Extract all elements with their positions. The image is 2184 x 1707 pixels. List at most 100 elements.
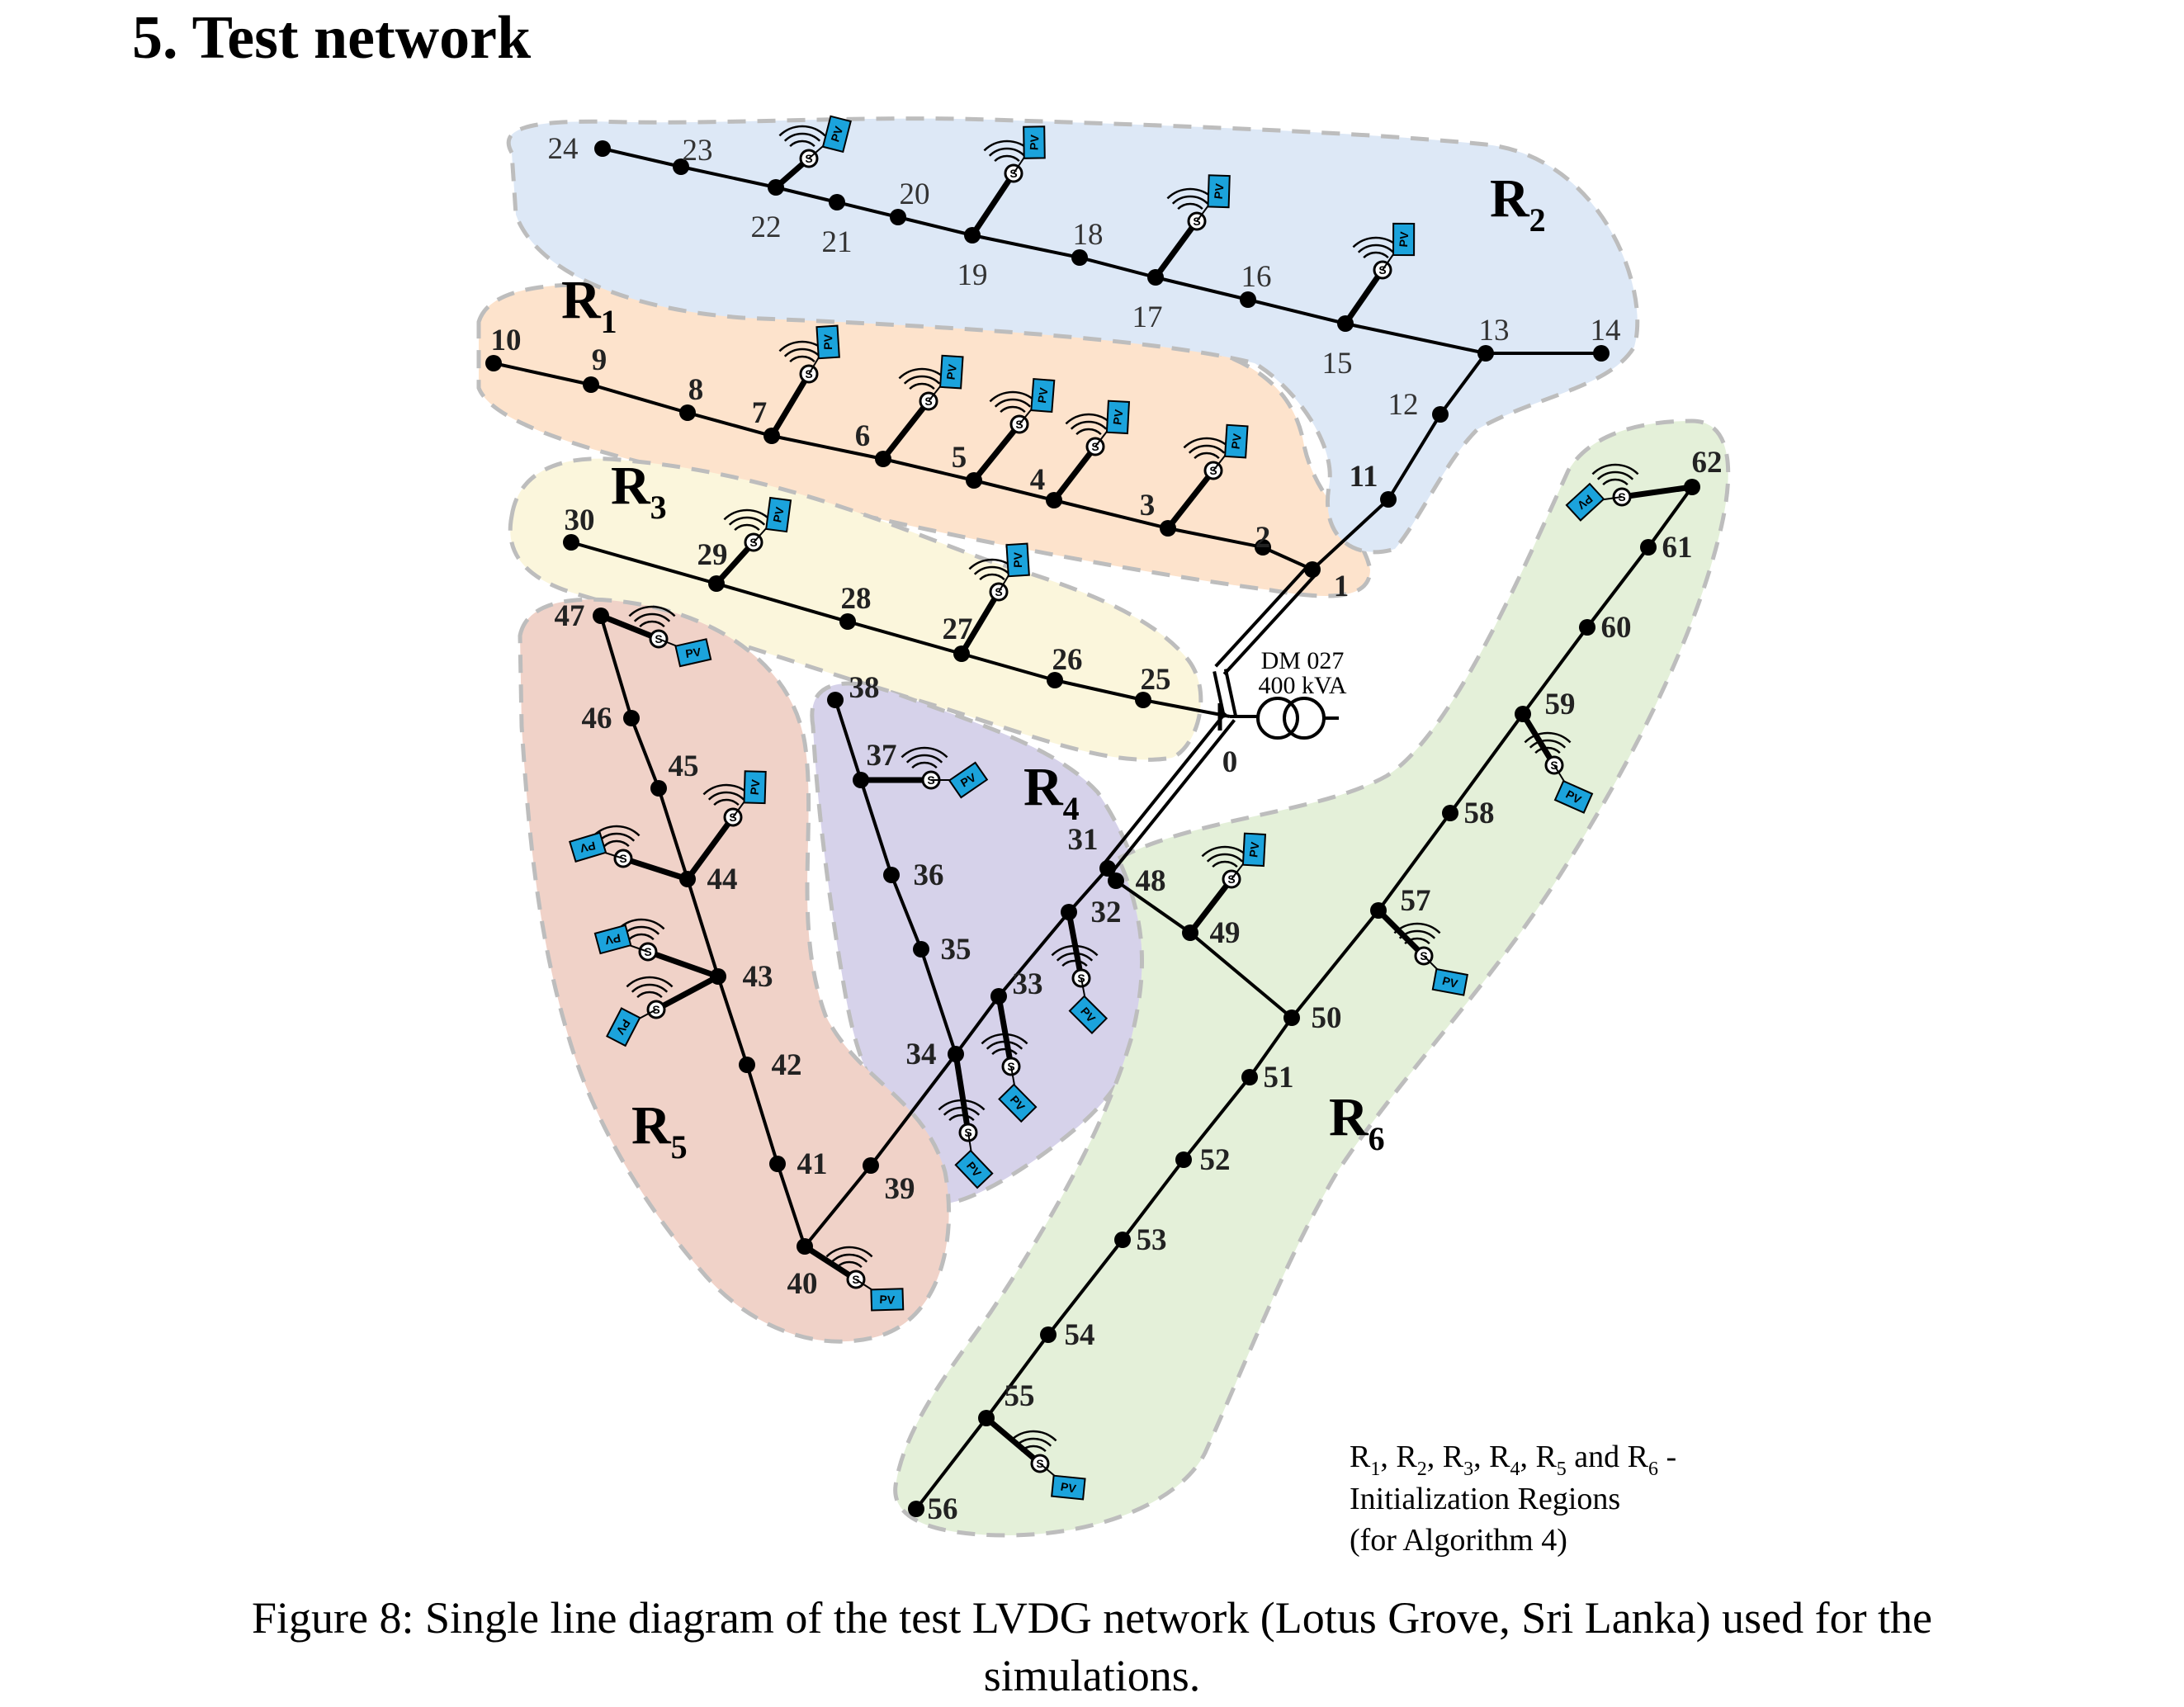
- pv-panel-icon: PV: [870, 1288, 905, 1312]
- pv-panel-icon: PV: [1431, 967, 1468, 996]
- bus-node-4: [1046, 492, 1062, 508]
- bus-label-38: 38: [849, 671, 880, 705]
- bus-label-46: 46: [582, 702, 612, 735]
- pv-source-bus-6: SPV: [881, 354, 964, 461]
- pv-stub-line: [655, 973, 720, 1013]
- bus-label-36: 36: [914, 858, 944, 892]
- sensor-signal-icon: [1393, 922, 1441, 934]
- pv-panel-shape: [1392, 222, 1416, 257]
- region-layer: [476, 116, 1731, 1538]
- region-r2: [506, 116, 1640, 555]
- pv-panel-icon: PV: [1023, 125, 1046, 159]
- pv-panel-label: PV: [879, 1293, 896, 1307]
- pv-panel-label: PV: [603, 931, 622, 947]
- sensor-signal-icon: [1529, 739, 1567, 749]
- bus-label-35: 35: [941, 933, 971, 967]
- pv-panel-label: PV: [1441, 974, 1460, 991]
- pv-panel-shape: [674, 638, 712, 668]
- transformer-name: DM 027: [1261, 647, 1345, 674]
- sensor-signal-icon: [911, 761, 938, 769]
- pv-stub-line: [1621, 484, 1693, 500]
- legend-region-base: R: [1396, 1440, 1417, 1474]
- bus-node-20: [890, 209, 906, 225]
- sensor-signal-icon: [633, 612, 671, 622]
- pv-panel-icon: PV: [1005, 542, 1030, 578]
- bus-node-30: [563, 534, 579, 551]
- sensor-signal-icon: [1061, 959, 1088, 967]
- bus-node-10: [485, 355, 502, 371]
- sensor-signal-icon: [836, 1260, 863, 1269]
- sensor-signal-icon: [1363, 251, 1389, 259]
- pv-source-bus-43: SPV: [593, 918, 720, 980]
- bus-node-29: [708, 575, 725, 592]
- pv-stub-line: [599, 612, 660, 642]
- region-r6: [893, 418, 1731, 1538]
- pv-stub-line: [984, 1416, 1042, 1466]
- sensor-signal-icon: [783, 132, 821, 142]
- sensor-signal-icon: [938, 1099, 986, 1111]
- region-label-r6: R6: [1329, 1087, 1385, 1157]
- pv-panel-label: PV: [1110, 408, 1125, 425]
- sensor-signal-icon: [723, 508, 771, 521]
- pv-stub-line: [1376, 908, 1426, 958]
- pv-panel-label: PV: [1060, 1480, 1078, 1496]
- bus-label-61: 61: [1662, 531, 1693, 565]
- bus-label-25: 25: [1141, 663, 1171, 697]
- bus-label-45: 45: [669, 749, 699, 783]
- sensor-signal-icon: [981, 1033, 1028, 1045]
- pv-panel-icon: PV: [948, 761, 989, 799]
- pv-panel-shape: [1023, 125, 1046, 159]
- sensor-signal-icon: [1014, 1437, 1052, 1447]
- sensor-signal-icon: [1000, 405, 1026, 414]
- pv-panel-label: PV: [1011, 551, 1024, 568]
- caption-line-1: Figure 8: Single line diagram of the tes…: [251, 1593, 1933, 1643]
- sensor-signal-icon: [789, 139, 815, 148]
- pv-panel-icon: PV: [998, 1083, 1038, 1123]
- bus-label-50: 50: [1312, 1001, 1342, 1035]
- legend-region-base: R: [1535, 1440, 1557, 1474]
- pv-source-bus-32: SPV: [1051, 911, 1109, 1034]
- bus-label-1: 1: [1334, 570, 1350, 603]
- pv-panel-shape: [743, 770, 767, 805]
- bus-node-7: [763, 428, 780, 444]
- sensor-signal-icon: [1070, 420, 1108, 430]
- bus-node-17: [1147, 269, 1164, 286]
- bus-node-12: [1432, 406, 1449, 423]
- bus-node-56: [908, 1501, 924, 1517]
- section-heading: 5. Test network: [132, 4, 532, 72]
- sensor-signal-icon: [905, 754, 943, 764]
- double-line-0-31-a: [1101, 712, 1227, 866]
- sensor-signal-icon: [994, 154, 1020, 163]
- bus-node-24: [594, 140, 611, 157]
- bus-label-3: 3: [1140, 489, 1156, 523]
- pv-panel-icon: PV: [765, 496, 792, 533]
- pv-panel-label: PV: [1229, 433, 1245, 450]
- sensor-signal-icon: [631, 983, 669, 993]
- bus-node-49: [1182, 924, 1198, 941]
- pv-source-bus-47: SPV: [599, 605, 712, 668]
- sensor-signal-icon: [979, 573, 1005, 581]
- pv-source-bus-34: SPV: [938, 1053, 994, 1189]
- bus-node-22: [768, 179, 784, 196]
- bus-label-6: 6: [855, 419, 871, 453]
- bus-label-62: 62: [1692, 446, 1723, 480]
- sensor-signal-icon: [825, 1246, 873, 1258]
- bus-label-8: 8: [688, 373, 704, 407]
- sensor-signal-icon: [1020, 1445, 1047, 1453]
- bus-label-11: 11: [1350, 460, 1378, 494]
- pv-panel-icon: PV: [569, 831, 607, 863]
- pv-source-bus-44: SPV: [685, 770, 767, 882]
- pv-layer: SPVSPVSPVSPVSPVSPVSPVSPVSPVSPVSPVSPVSPVS…: [569, 115, 1693, 1501]
- bus-node-60: [1579, 619, 1595, 636]
- pv-panel-shape: [815, 324, 840, 360]
- bus-label-41: 41: [797, 1147, 828, 1181]
- double-line-0-1-lower-b: [1213, 671, 1227, 718]
- bus-node-21: [829, 194, 845, 210]
- pv-panel-icon: PV: [1051, 1474, 1086, 1501]
- legend-region-sub: 1: [1370, 1459, 1380, 1480]
- pv-stub-line: [1052, 444, 1098, 503]
- bus-label-60: 60: [1601, 611, 1632, 645]
- bus-label-44: 44: [707, 863, 738, 896]
- legend-separator: and: [1567, 1440, 1628, 1474]
- sensor-signal-icon: [830, 1253, 868, 1263]
